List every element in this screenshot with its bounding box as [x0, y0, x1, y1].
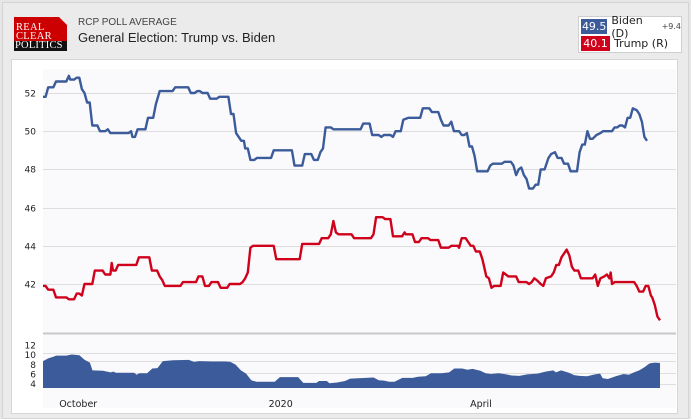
main-y-axis: 42 44 46 48 50 52	[25, 90, 37, 291]
y-tick-label: 44	[25, 243, 37, 253]
y-tick-label: 42	[25, 281, 36, 291]
logo-line-2: CLEAR	[16, 31, 52, 42]
chart-title: General Election: Trump vs. Biden	[78, 30, 276, 45]
y-tick-label: 46	[25, 205, 37, 215]
spread-y-tick-label: 10	[25, 351, 37, 361]
spread-y-tick-label: 8	[30, 361, 36, 371]
spread-y-tick-label: 12	[25, 342, 36, 352]
series-line-biden[interactable]	[43, 74, 648, 190]
spread-area	[43, 354, 660, 388]
legend-item-trump: 40.1 Trump (R)	[581, 36, 668, 51]
x-axis: October 2020 April	[59, 399, 492, 410]
y-tick-label: 48	[25, 166, 37, 176]
series-line-trump[interactable]	[43, 216, 661, 321]
logo-line-3: POLITICS	[14, 40, 67, 51]
chart-kicker: RCP POLL AVERAGE	[78, 17, 177, 28]
x-tick-label: April	[470, 399, 492, 410]
trump-label: Trump (R)	[614, 37, 669, 50]
rcp-logo[interactable]: REAL CLEAR POLITICS	[14, 17, 67, 51]
x-tick-label: 2020	[269, 399, 293, 410]
biden-value-badge: 49.5	[581, 19, 608, 34]
logo-fold	[59, 17, 67, 25]
y-tick-label: 50	[25, 128, 37, 138]
spread-value: +9.4	[661, 22, 681, 31]
spread-y-tick-label: 4	[30, 380, 36, 390]
legend-item-biden: 49.5 Biden (D) +9.4	[581, 14, 681, 40]
x-tick-label: October	[59, 399, 97, 410]
main-grid	[43, 93, 676, 285]
biden-label: Biden (D)	[611, 13, 643, 40]
legend: 49.5 Biden (D) +9.4 40.1 Trump (R)	[578, 14, 682, 53]
trump-value-badge: 40.1	[581, 36, 610, 51]
y-tick-label: 52	[25, 90, 36, 100]
spread-y-tick-label: 6	[30, 370, 36, 380]
logo-line-1: REAL	[16, 22, 45, 33]
